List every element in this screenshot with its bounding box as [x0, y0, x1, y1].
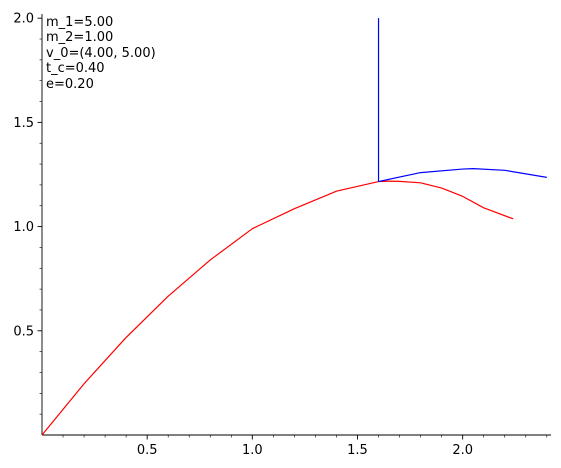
series-layer	[41, 18, 547, 436]
y-tick-label: 1.5	[13, 116, 34, 131]
parameter-annotations: m_1=5.00 m_2=1.00 v_0=(4.00, 5.00) t_c=0…	[46, 15, 156, 92]
series-line-0	[41, 180, 514, 436]
x-tick-label: 1.0	[242, 443, 263, 458]
annotation-m2: m_2=1.00	[46, 30, 114, 46]
annotation-tc: t_c=0.40	[46, 61, 105, 77]
x-tick-label: 0.5	[137, 443, 158, 458]
annotation-m1: m_1=5.00	[46, 15, 114, 30]
y-tick-label: 0.5	[13, 324, 34, 339]
y-tick-label: 2.0	[13, 12, 34, 27]
annotation-e: e=0.20	[46, 76, 94, 92]
series-line-2	[378, 168, 547, 183]
x-tick-label: 2.0	[452, 443, 473, 458]
axes-layer: 0.5 1.0 1.5 2.0 0.5 1.0 1.5 2.0	[13, 12, 551, 458]
y-tick-label: 1.0	[13, 220, 34, 235]
x-tick-label: 1.5	[347, 443, 368, 458]
annotation-v0: v_0=(4.00, 5.00)	[46, 45, 156, 61]
